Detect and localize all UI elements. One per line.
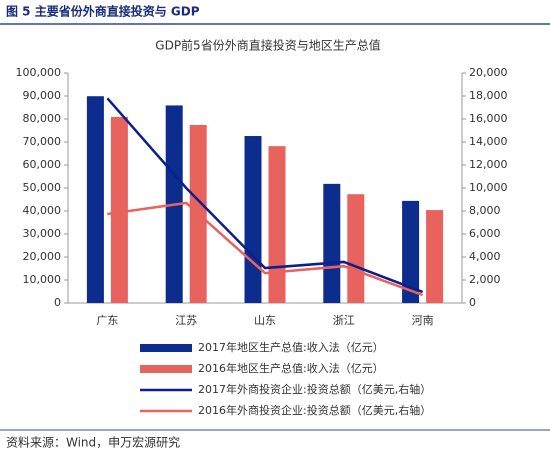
x-tick-label: 江苏: [175, 314, 197, 327]
y-tick-label: 100,000: [16, 66, 62, 79]
bar: [323, 183, 341, 303]
legend-label: 2017年外商投资企业:投资总额（亿美元,右轴）: [198, 382, 431, 396]
y2-tick-label: 20,000: [469, 66, 508, 79]
x-tick-label: 浙江: [333, 314, 355, 327]
y2-tick-label: 6,000: [469, 227, 501, 240]
y2-tick-label: 10,000: [469, 181, 508, 194]
bar: [86, 96, 104, 303]
legend-label: 2017年地区生产总值:收入法（亿元）: [198, 340, 384, 354]
x-tick-label: 山东: [254, 314, 276, 327]
line: [106, 97, 424, 294]
y2-tick-label: 8,000: [469, 204, 501, 217]
y2-tick-label: 18,000: [469, 89, 508, 102]
legend-swatch: [140, 344, 192, 352]
x-tick-label: 广东: [96, 314, 118, 327]
line: [107, 201, 424, 297]
chart-title: GDP前5省份外商直接投资与地区生产总值: [155, 38, 380, 53]
bar: [347, 194, 365, 303]
y-tick-label: 20,000: [23, 250, 62, 263]
x-tick-label: 河南: [412, 314, 434, 327]
bar: [402, 200, 420, 303]
y-tick-label: 60,000: [23, 158, 62, 171]
y2-tick-label: 14,000: [469, 135, 508, 148]
y-tick-label: 50,000: [23, 181, 62, 194]
y-tick-label: 70,000: [23, 135, 62, 148]
y-tick-label: 30,000: [23, 227, 62, 240]
y2-tick-label: 2,000: [469, 273, 501, 286]
bar: [110, 116, 128, 304]
y2-tick-label: 16,000: [469, 112, 508, 125]
figure-title: 图 5 主要省份外商直接投资与 GDP: [6, 4, 200, 19]
y2-tick-label: 0: [469, 296, 476, 309]
legend-label: 2016年地区生产总值:收入法（亿元）: [198, 361, 384, 375]
y2-tick-label: 12,000: [469, 158, 508, 171]
y-tick-label: 40,000: [23, 204, 62, 217]
source: 资料来源：Wind，申万宏源研究: [6, 435, 180, 450]
y-tick-label: 90,000: [23, 89, 62, 102]
legend-swatch: [140, 365, 192, 373]
legend-label: 2016年外商投资企业:投资总额（亿美元,右轴）: [198, 403, 431, 417]
bar: [244, 136, 262, 303]
y-tick-label: 10,000: [23, 273, 62, 286]
y-tick-label: 80,000: [23, 112, 62, 125]
bar: [426, 210, 444, 303]
y-tick-label: 0: [54, 296, 61, 309]
bar: [268, 146, 286, 303]
y2-tick-label: 4,000: [469, 250, 501, 263]
